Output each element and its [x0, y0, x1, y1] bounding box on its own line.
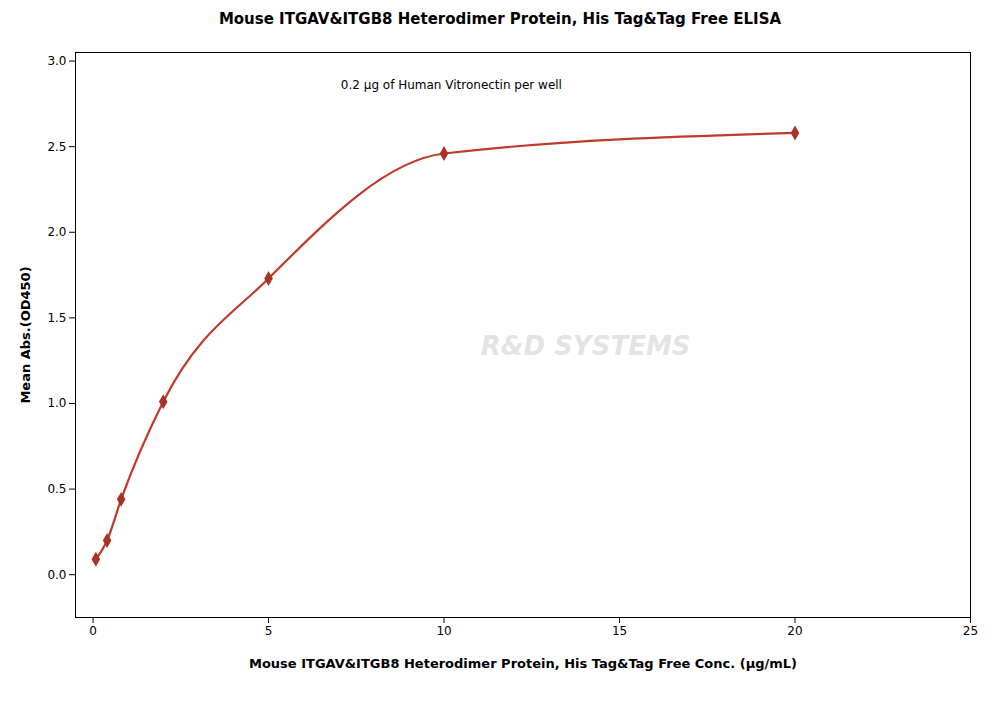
svg-text:10: 10 [436, 624, 451, 638]
svg-text:5: 5 [265, 624, 273, 638]
svg-text:1.0: 1.0 [47, 396, 66, 410]
svg-text:0: 0 [89, 624, 97, 638]
svg-text:25: 25 [963, 624, 978, 638]
svg-text:Mean Abs.(OD450): Mean Abs.(OD450) [18, 266, 33, 403]
svg-text:0.2 μg of Human Vitronectin pe: 0.2 μg of Human Vitronectin per well [341, 78, 562, 92]
svg-text:2.0: 2.0 [47, 225, 66, 239]
svg-text:0.0: 0.0 [47, 568, 66, 582]
html-text:Mouse ITGAV&ITGB8 Heterodimer: Mouse ITGAV&ITGB8 Heterodimer Protein, H… [218, 10, 782, 28]
svg-text:1.5: 1.5 [47, 311, 66, 325]
svg-text:20: 20 [787, 624, 802, 638]
svg-text:2.5: 2.5 [47, 140, 66, 154]
svg-text:R&D SYSTEMS: R&D SYSTEMS [481, 331, 691, 361]
svg-text:0.5: 0.5 [47, 482, 66, 496]
svg-text:15: 15 [612, 624, 627, 638]
svg-text:3.0: 3.0 [47, 54, 66, 68]
svg-text:Mouse ITGAV&ITGB8 Heterodimer: Mouse ITGAV&ITGB8 Heterodimer Protein, H… [249, 656, 797, 671]
